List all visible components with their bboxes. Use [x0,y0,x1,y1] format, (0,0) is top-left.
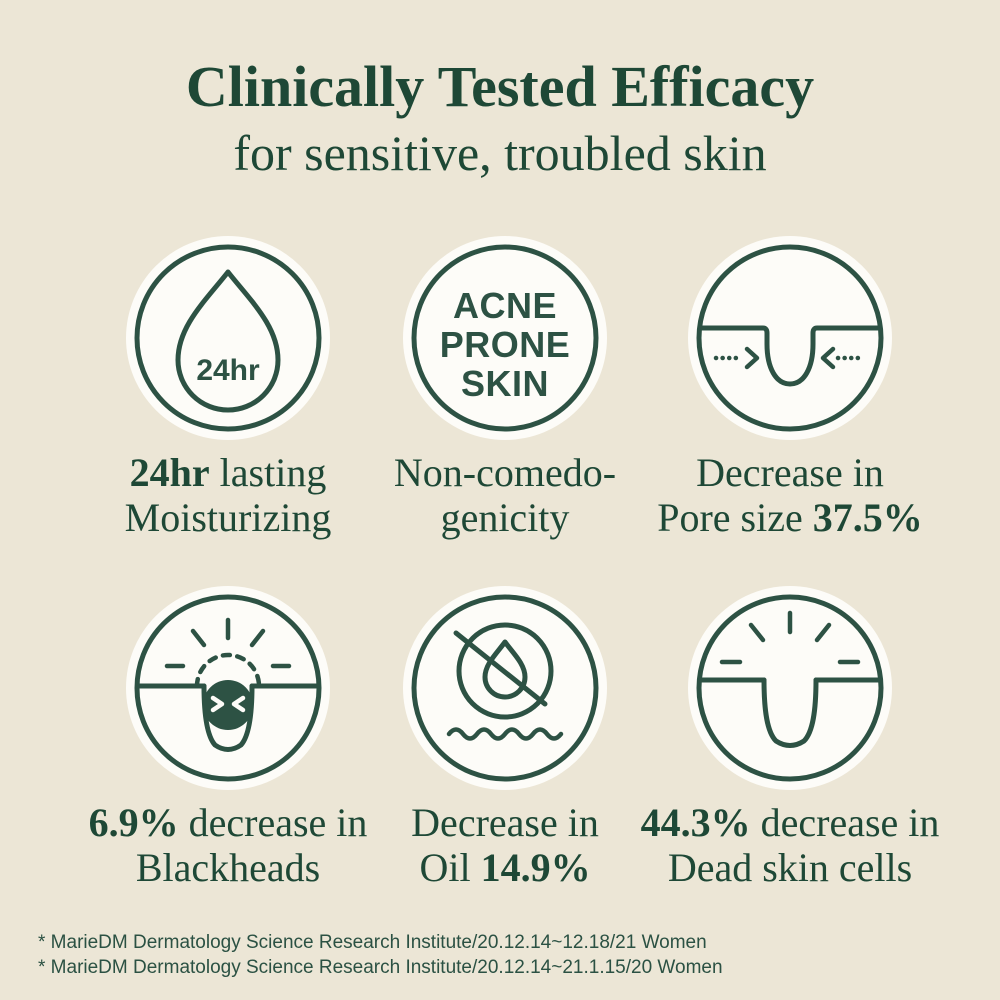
acne-prone-skin-badge-icon: ACNE PRONE SKIN [411,244,599,432]
footnotes: * MarieDM Dermatology Science Research I… [38,931,723,980]
card-pore-size: Decrease in Pore size 37.5% [620,236,960,540]
caption-pore-size: Decrease in Pore size 37.5% [657,450,923,540]
caption-line: Blackheads [135,845,321,890]
card-non-comedogenicity: ACNE PRONE SKIN Non-comedo- genicity [335,236,675,540]
badge-line: PRONE [440,324,571,365]
drop-label: 24hr [196,354,260,387]
card-moisturizing: 24hr 24hr lasting Moisturizing [58,236,398,540]
icon-circle [688,236,892,440]
caption-oil: Decrease in Oil 14.9% [411,800,599,890]
card-blackheads: 6.9% decrease in Blackheads [58,586,398,890]
icon-circle: 24hr [126,236,330,440]
icon-circle [688,586,892,790]
caption-line: Decrease in [696,450,884,495]
badge-line: ACNE [453,285,557,326]
caption-line: 24hr lasting [129,450,327,495]
caption-line: 6.9% decrease in [88,800,368,845]
caption-moisturizing: 24hr lasting Moisturizing [125,450,332,540]
icon-circle: ACNE PRONE SKIN [403,236,607,440]
water-drop-24hr-icon: 24hr [134,244,322,432]
footnote-line: * MarieDM Dermatology Science Research I… [38,956,723,978]
footnote-line: * MarieDM Dermatology Science Research I… [38,932,707,953]
caption-line: Moisturizing [124,495,332,540]
icon-circle [403,586,607,790]
page-subtitle: for sensitive, troubled skin [233,125,767,181]
caption-line: Pore size 37.5% [657,495,923,540]
caption-non-comedogenicity: Non-comedo- genicity [394,450,616,540]
caption-line: 44.3% decrease in [640,800,940,845]
no-oil-icon [411,594,599,782]
caption-line: Oil 14.9% [419,845,591,890]
card-oil: Decrease in Oil 14.9% [335,586,675,890]
icon-circle [126,586,330,790]
page-title: Clinically Tested Efficacy [185,54,815,119]
badge-line: SKIN [461,363,549,404]
caption-line: genicity [440,495,570,540]
caption-line: Decrease in [411,800,599,845]
blackhead-icon [134,594,322,782]
card-dead-skin-cells: 44.3% decrease in Dead skin cells [620,586,960,890]
blackhead-face [203,680,253,730]
clean-pore-icon [696,594,884,782]
caption-dead-skin-cells: 44.3% decrease in Dead skin cells [641,800,940,890]
header: Clinically Tested Efficacy for sensitive… [0,54,1000,181]
caption-line: Dead skin cells [667,845,913,890]
pore-shrink-icon [696,244,884,432]
caption-line: Non-comedo- [393,450,617,495]
caption-blackheads: 6.9% decrease in Blackheads [89,800,368,890]
